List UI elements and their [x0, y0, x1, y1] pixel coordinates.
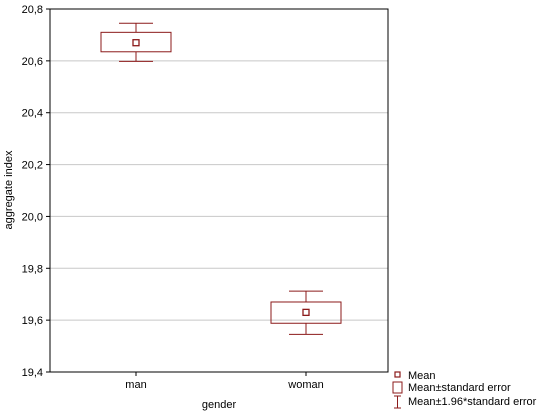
x-ticks: man woman	[125, 372, 324, 391]
legend-label-ci: Mean±1.96*standard error	[408, 396, 537, 408]
mean-marker	[132, 39, 140, 47]
y-ticks: 19,4 19,6 19,8 20,0 20,2 20,4 20,6 20,8	[22, 4, 50, 379]
boxes	[100, 22, 342, 335]
legend-item-ci: Mean±1.96*standard error	[394, 395, 537, 409]
y-axis-title: aggregate index	[3, 150, 15, 229]
legend-label-se: Mean±standard error	[408, 382, 511, 394]
plot-frame	[49, 8, 389, 373]
legend-item-se: Mean±standard error	[392, 381, 511, 394]
legend-mean-marker	[394, 371, 401, 378]
y-tick-label: 20,4	[22, 108, 43, 120]
y-tick-label: 19,4	[22, 367, 43, 379]
legend-ci-marker	[394, 395, 401, 409]
y-tick-label: 20,6	[22, 56, 43, 68]
y-tick-label: 19,8	[22, 263, 43, 275]
y-tick-label: 19,6	[22, 315, 43, 327]
y-tick-label: 20,2	[22, 160, 43, 172]
grid	[50, 60, 388, 321]
se-box	[100, 31, 172, 53]
legend-item-mean: Mean	[394, 370, 436, 382]
mean-marker	[302, 308, 310, 317]
box-man	[100, 22, 172, 62]
x-tick-label: man	[125, 379, 146, 391]
legend-label-mean: Mean	[408, 370, 436, 382]
y-tick-label: 20,0	[22, 211, 43, 223]
y-tick-label: 20,8	[22, 4, 43, 16]
legend-se-marker	[392, 381, 403, 394]
legend: Mean Mean±standard error Mean±1.96*stand…	[392, 370, 537, 409]
x-axis-title: gender	[202, 399, 237, 411]
box-woman	[270, 290, 342, 335]
x-tick-label: woman	[287, 379, 323, 391]
